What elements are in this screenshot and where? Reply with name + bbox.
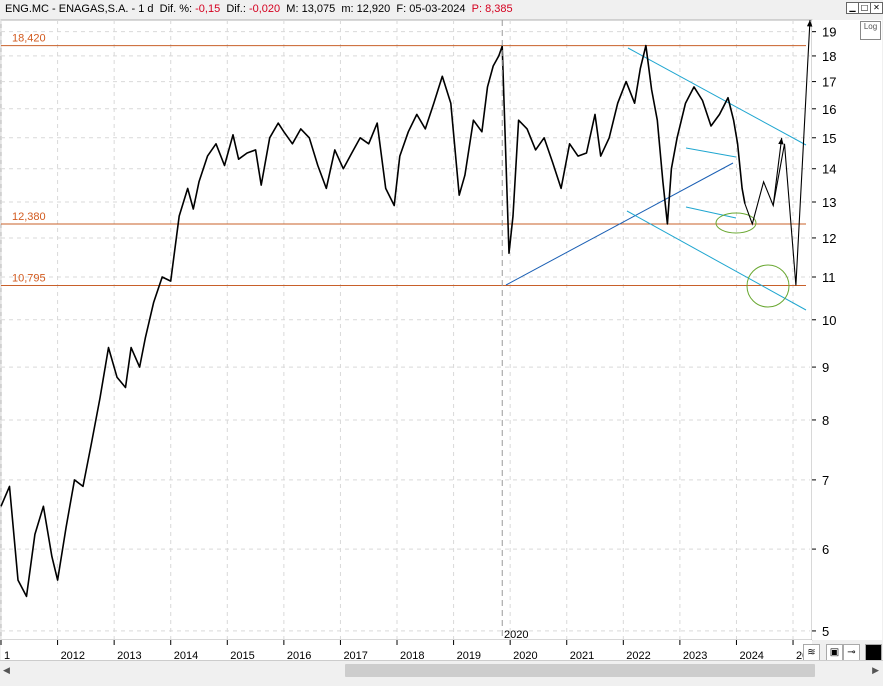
x-axis-background: [1, 640, 812, 660]
upper-channel-line: [627, 47, 807, 146]
target-ellipse-small: [715, 212, 757, 234]
lower-channel-line: [626, 210, 807, 311]
scroll-left-icon[interactable]: ◀: [3, 666, 10, 676]
scroll-thumb[interactable]: [345, 664, 815, 677]
y-axis: 5 6 7 8 9 10 11 12 13 14 15 16 17 18 19: [812, 25, 836, 639]
x-tick-label: 2014: [174, 650, 198, 662]
header-info: ENG.MC - ENAGAS,S.A. - 1 d Dif. %: -0,15…: [5, 3, 513, 15]
date-marker-label: 2020: [504, 629, 528, 641]
level-label: 18,420: [12, 33, 46, 45]
y-tick-label: 18: [822, 49, 836, 64]
projection-branch-arrowhead: [778, 137, 784, 145]
dif-value: -0,020: [248, 3, 281, 15]
x-tick-label: 1: [4, 650, 10, 662]
trend-annotations: [505, 47, 807, 311]
price-line: [0, 44, 746, 598]
target-ellipse-large: [746, 264, 790, 308]
x-tick-label: 2020: [513, 650, 537, 662]
price-value: 8,385: [485, 3, 513, 15]
log-scale-button[interactable]: Log: [860, 21, 881, 40]
y-tick-label: 6: [822, 542, 829, 557]
x-tick-label: 2018: [400, 650, 424, 662]
plot-background: [0, 19, 813, 641]
projection-path-arrowhead: [806, 20, 813, 27]
x-tick-label: 2012: [61, 650, 85, 662]
min-label: m: 12,920: [341, 3, 391, 15]
max-label: M: 13,075: [286, 3, 336, 15]
y-tick-label: 16: [822, 102, 836, 117]
x-tick-label: 2017: [343, 650, 367, 662]
y-tick-label: 11: [822, 270, 836, 285]
y-tick-label: 7: [822, 473, 829, 488]
x-tick-label: 2022: [626, 650, 650, 662]
log-scale-label: Log: [863, 22, 878, 31]
x-tick-label: 2013: [117, 650, 141, 662]
horizontal-levels: 18,420 12,380 10,795: [1, 33, 806, 286]
symbol-label: ENG.MC - ENAGAS,S.A. - 1 d: [5, 3, 154, 15]
projection-branch: [772, 137, 783, 206]
y-tick-label: 10: [822, 313, 836, 328]
dif-label: Dif.:: [226, 3, 246, 15]
x-tick-label: 2023: [683, 650, 707, 662]
price-label: P:: [471, 3, 483, 15]
short-channel-upper: [685, 147, 737, 158]
dif-pct-label: Dif. %:: [159, 3, 193, 15]
y-tick-label: 12: [822, 231, 836, 246]
level-label: 10,795: [12, 272, 46, 284]
save-icon[interactable]: ▣: [826, 644, 843, 661]
pin-icon[interactable]: ⊸: [843, 644, 860, 661]
zoom-icon[interactable]: ≋: [803, 644, 820, 661]
y-tick-label: 5: [822, 624, 829, 639]
level-label: 12,380: [12, 211, 46, 223]
projection-layer: [744, 19, 813, 286]
grid-layer: [0, 20, 810, 640]
y-tick-label: 14: [822, 162, 836, 177]
y-axis-background: [812, 20, 882, 640]
y-tick-label: 9: [822, 360, 829, 375]
short-channel-lower: [685, 206, 737, 219]
color-swatch-icon[interactable]: [865, 644, 882, 661]
close-icon[interactable]: ✕: [870, 2, 883, 14]
y-tick-label: 15: [822, 131, 836, 146]
x-tick-label: 2015: [230, 650, 254, 662]
x-tick-label: 2016: [287, 650, 311, 662]
dif-pct-value: -0,15: [195, 3, 221, 15]
price-series-layer: [0, 44, 746, 598]
scroll-right-icon[interactable]: ▶: [872, 666, 879, 676]
x-tick-label: 2024: [739, 650, 763, 662]
y-tick-label: 17: [822, 75, 836, 90]
y-tick-label: 19: [822, 25, 836, 40]
x-tick-label: 2021: [570, 650, 594, 662]
date-label: F: 05-03-2024: [396, 3, 466, 15]
y-tick-label: 13: [822, 195, 836, 210]
x-tick-label: 2019: [457, 650, 481, 662]
lower-trendline: [505, 162, 734, 286]
y-tick-label: 8: [822, 413, 829, 428]
